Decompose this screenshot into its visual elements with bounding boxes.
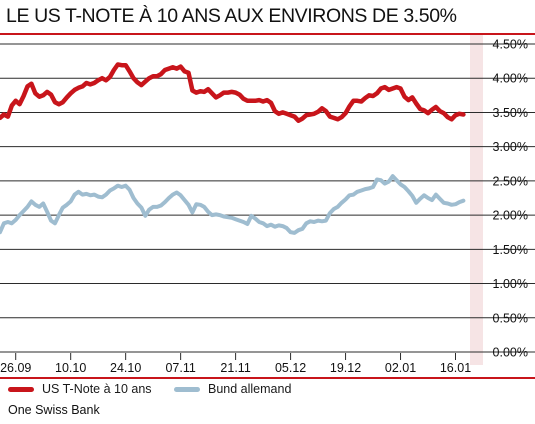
legend-swatch-bund (174, 386, 200, 392)
series-layer (0, 62, 466, 235)
y-tick-label: 2.00% (493, 209, 528, 223)
x-tick-label: 26.09 (0, 361, 31, 375)
legend: US T-Note à 10 ans Bund allemand (0, 382, 535, 400)
gridlines (0, 43, 535, 353)
series-line-us-tnote (0, 62, 466, 123)
x-tick-label: 02.01 (385, 361, 416, 375)
y-tick-label: 2.50% (493, 174, 528, 188)
x-tick-label: 16.01 (440, 361, 471, 375)
legend-label-us: US T-Note à 10 ans (42, 382, 152, 396)
y-tick-label: 0.50% (493, 311, 528, 325)
x-tick-label: 21.11 (220, 361, 250, 375)
y-tick-label: 4.50% (493, 38, 528, 52)
legend-item-bund: Bund allemand (174, 382, 291, 396)
y-tick-label: 0.00% (493, 346, 528, 360)
legend-item-us: US T-Note à 10 ans (8, 382, 152, 396)
y-axis-labels: 4.50% 4.00% 3.50% 3.00% 2.50% 2.00% 1.50% 1.00%… (493, 38, 528, 360)
y-tick-label: 3.00% (493, 140, 528, 154)
x-tick-label: 24.10 (110, 361, 141, 375)
source-note: One Swiss Bank (8, 403, 100, 417)
series-line-bund (0, 174, 466, 235)
y-tick-label: 1.50% (493, 243, 528, 257)
y-tick-label: 3.50% (493, 106, 528, 120)
x-tick-label: 05.12 (275, 361, 306, 375)
x-axis-labels: 26.09 10.10 24.10 07.11 21.11 05.12 19.12 02.01… (0, 361, 471, 375)
x-tick-label: 07.11 (165, 361, 195, 375)
x-tick-label: 19.12 (330, 361, 361, 375)
legend-swatch-us (8, 386, 34, 392)
legend-label-bund: Bund allemand (208, 382, 292, 396)
chart-title: LE US T-NOTE À 10 ANS AUX ENVIRONS DE 3.… (6, 5, 457, 27)
y-tick-label: 1.00% (493, 277, 528, 291)
x-tick-label: 10.10 (55, 361, 86, 375)
shaded-recent-region (470, 35, 483, 365)
y-tick-label: 4.00% (493, 72, 528, 86)
x-axis-ticks (15, 353, 457, 360)
